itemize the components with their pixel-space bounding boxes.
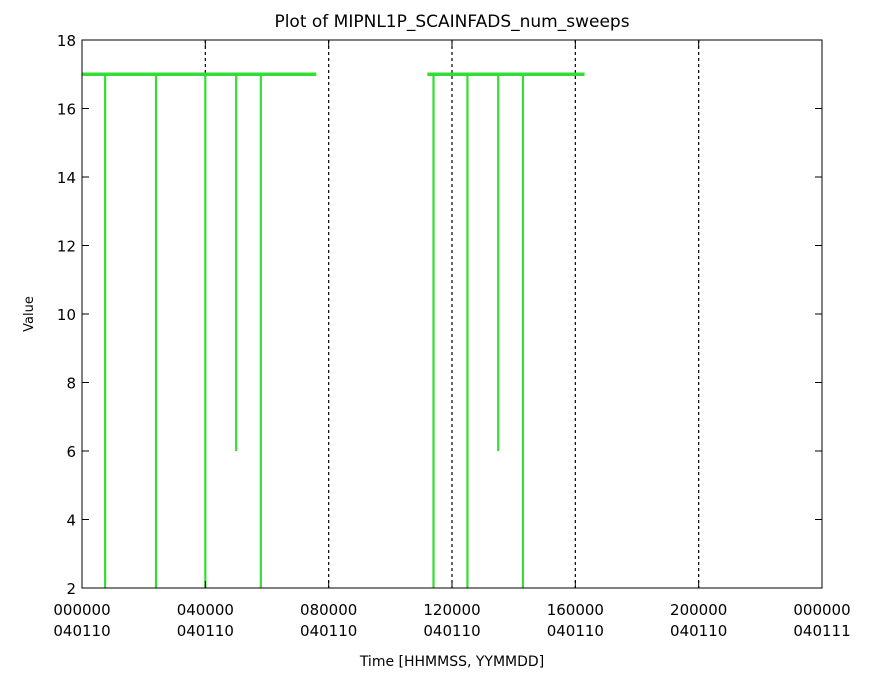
y-tick-label: 18 xyxy=(57,32,76,50)
y-tick-label: 2 xyxy=(66,580,76,598)
x-tick-label-time: 000000 xyxy=(793,601,850,619)
x-tick-label-date: 040110 xyxy=(670,622,727,640)
x-tick-label-date: 040110 xyxy=(300,622,357,640)
x-tick-label-date: 040110 xyxy=(423,622,480,640)
x-tick-label-date: 040110 xyxy=(547,622,604,640)
x-tick-label-time: 160000 xyxy=(547,601,604,619)
y-tick-label: 6 xyxy=(66,443,76,461)
x-tick-label-time: 000000 xyxy=(53,601,110,619)
x-tick-label-date: 040110 xyxy=(53,622,110,640)
y-tick-label: 14 xyxy=(57,169,76,187)
x-tick-label-time: 120000 xyxy=(423,601,480,619)
chart-title: Plot of MIPNL1P_SCAINFADS_num_sweeps xyxy=(274,12,629,32)
x-axis-label: Time [HHMMSS, YYMMDD] xyxy=(359,654,544,670)
x-tick-label-time: 080000 xyxy=(300,601,357,619)
y-tick-label: 16 xyxy=(57,101,76,119)
y-tick-label: 8 xyxy=(66,375,76,393)
x-tick-label-time: 200000 xyxy=(670,601,727,619)
y-axis: 2 4 6 8 10 12 14 16 18 xyxy=(57,32,822,598)
gridlines xyxy=(204,40,700,588)
y-tick-label: 12 xyxy=(57,238,76,256)
y-tick-label: 10 xyxy=(57,306,76,324)
plot-area xyxy=(82,72,585,588)
y-axis-label: Value xyxy=(22,296,37,332)
x-tick-label-date: 040110 xyxy=(177,622,234,640)
plot-frame xyxy=(81,39,823,589)
y-tick-label: 4 xyxy=(66,512,76,530)
x-tick-label-date: 040111 xyxy=(793,622,850,640)
x-tick-label-time: 040000 xyxy=(177,601,234,619)
x-axis: 0000000401100400000401100800000401101200… xyxy=(53,40,851,640)
